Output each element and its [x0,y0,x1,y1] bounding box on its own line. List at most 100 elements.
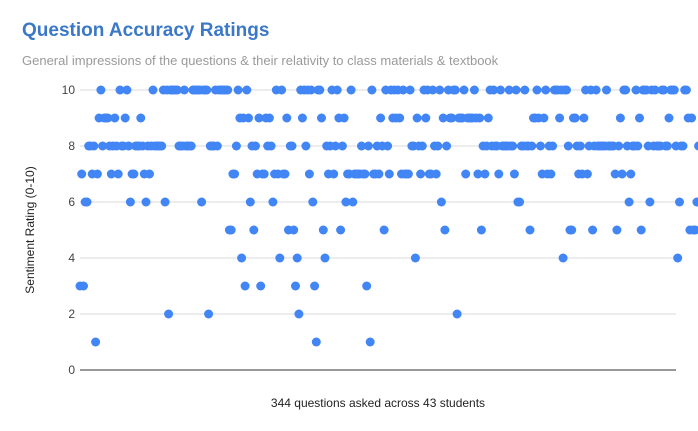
data-point [341,197,351,207]
data-point [602,85,611,95]
data-point [89,141,99,151]
data-point [673,253,683,263]
data-point [532,85,542,95]
data-point [268,197,278,207]
data-point [379,225,389,235]
y-tick-label: 4 [68,251,75,265]
data-point [508,141,518,151]
data-point [287,141,297,151]
data-point [681,85,691,95]
data-point [77,169,87,179]
data-point [164,309,174,319]
data-point [308,197,318,207]
data-point [98,141,108,151]
data-point [113,169,123,179]
data-point [160,197,170,207]
data-point [398,85,408,95]
data-point [405,85,415,95]
data-point [626,169,636,179]
data-point [610,169,620,179]
chart-title: Question Accuracy Ratings [22,20,270,41]
data-point [277,85,287,95]
data-point [383,141,393,151]
data-point [244,113,253,123]
data-point [332,85,342,95]
data-point [496,85,505,95]
data-point [635,113,644,123]
data-point [172,85,182,95]
data-point [251,141,260,151]
chart-subtitle: General impressions of the questions & t… [22,53,499,68]
data-point [240,281,250,291]
data-point [509,169,519,179]
data-point [264,113,274,123]
data-point [141,197,151,207]
data-point [317,113,326,123]
data-point [226,225,236,235]
data-point [438,113,448,123]
data-point [621,85,631,95]
data-point [367,85,377,95]
data-point [186,141,196,151]
data-point [245,197,255,207]
data-point [365,337,375,347]
data-point [669,85,679,95]
data-point [357,141,366,151]
data-point [562,85,571,95]
data-point [447,113,457,123]
data-point [678,141,688,151]
data-point [318,225,328,235]
data-point [588,225,598,235]
data-point [294,309,304,319]
y-tick-label: 2 [68,307,75,321]
data-point [330,141,340,151]
data-point [237,253,247,263]
data-point [442,141,452,151]
data-point [282,113,292,123]
data-point [410,253,420,263]
data-point [662,141,672,151]
data-point [254,113,264,123]
data-point [421,113,431,123]
data-point [452,309,462,319]
y-tick-label: 8 [68,139,75,153]
data-point [575,141,585,151]
data-point [304,169,314,179]
data-point [450,85,460,95]
data-point [362,281,372,291]
data-point [591,85,601,95]
data-point [292,253,302,263]
data-point [461,169,471,179]
data-point [582,169,592,179]
data-point [428,85,438,95]
data-point [536,141,545,151]
data-point [249,225,259,235]
data-points [75,85,698,347]
data-point [473,169,483,179]
data-point [475,113,485,123]
data-point [567,225,577,235]
data-point [403,169,413,179]
x-axis-label: 344 questions asked across 43 students [271,396,485,410]
data-point [483,113,493,123]
data-point [511,85,521,95]
data-point [494,169,504,179]
data-point [79,281,88,291]
data-point [310,281,320,291]
data-point [631,85,641,95]
data-point [570,113,580,123]
data-point [624,197,634,207]
data-point [541,85,551,95]
data-point [110,113,120,123]
data-point [633,141,643,151]
data-point [690,225,698,235]
data-point [675,197,684,207]
data-point [157,141,167,151]
data-point [527,141,537,151]
y-axis-ticks: 0 2 4 6 8 10 [62,83,76,377]
data-point [539,113,549,123]
data-point [612,225,622,235]
data-point [306,85,316,95]
data-point [617,169,627,179]
